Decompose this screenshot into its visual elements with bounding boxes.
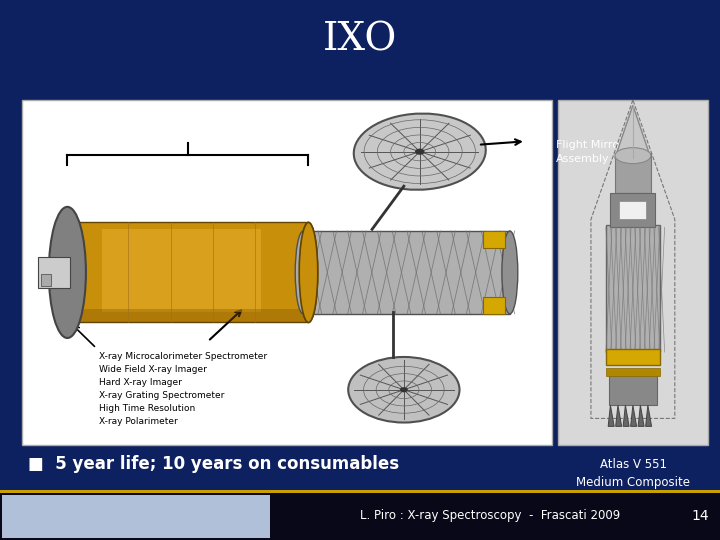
Text: IXO: IXO — [323, 22, 397, 58]
Ellipse shape — [502, 231, 518, 314]
Polygon shape — [68, 222, 308, 322]
Ellipse shape — [300, 222, 318, 322]
Ellipse shape — [348, 357, 459, 422]
Polygon shape — [646, 405, 652, 427]
Bar — [558, 100, 708, 445]
Bar — [41, 274, 51, 286]
Polygon shape — [623, 405, 629, 427]
Bar — [606, 368, 660, 376]
Ellipse shape — [300, 222, 318, 322]
Ellipse shape — [49, 207, 86, 338]
Text: Wide Field X-ray Imager: Wide Field X-ray Imager — [99, 365, 207, 374]
Text: Atlas V 551
Medium Composite
Fairing: Atlas V 551 Medium Composite Fairing — [576, 458, 690, 507]
Bar — [483, 231, 505, 248]
Ellipse shape — [400, 387, 408, 393]
Bar — [0, 490, 720, 493]
Bar — [611, 193, 655, 227]
Polygon shape — [615, 105, 651, 158]
Ellipse shape — [354, 113, 486, 190]
Text: X-ray Polarimeter: X-ray Polarimeter — [99, 417, 178, 427]
Text: X-ray Microcalorimeter Spectrometer: X-ray Microcalorimeter Spectrometer — [99, 352, 267, 361]
Bar — [606, 225, 660, 352]
Bar — [22, 100, 552, 445]
Ellipse shape — [295, 231, 311, 314]
Ellipse shape — [615, 147, 651, 164]
Bar — [615, 153, 651, 193]
Bar — [606, 349, 660, 366]
Text: ■  5 year life; 10 years on consumables: ■ 5 year life; 10 years on consumables — [28, 455, 399, 473]
Bar — [0, 493, 720, 540]
Text: Flight Mirror
Assembly: Flight Mirror Assembly — [556, 140, 624, 164]
Polygon shape — [102, 230, 261, 312]
Polygon shape — [608, 405, 614, 427]
Polygon shape — [68, 309, 308, 322]
Bar — [2, 495, 270, 538]
Polygon shape — [638, 405, 644, 427]
Ellipse shape — [415, 148, 425, 155]
Text: X-ray Grating Spectrometer: X-ray Grating Spectrometer — [99, 391, 225, 400]
Bar — [609, 373, 657, 405]
Text: L. Piro : X-ray Spectroscopy  -  Frascati 2009: L. Piro : X-ray Spectroscopy - Frascati … — [360, 510, 620, 523]
Ellipse shape — [58, 222, 76, 322]
Polygon shape — [631, 405, 636, 427]
Polygon shape — [303, 231, 510, 314]
Text: 14: 14 — [691, 509, 708, 523]
Bar — [38, 257, 70, 288]
Polygon shape — [616, 405, 621, 427]
Bar — [619, 201, 647, 219]
Text: High Time Resolution: High Time Resolution — [99, 404, 195, 413]
Bar — [483, 296, 505, 314]
Text: Hard X-ray Imager: Hard X-ray Imager — [99, 378, 182, 387]
